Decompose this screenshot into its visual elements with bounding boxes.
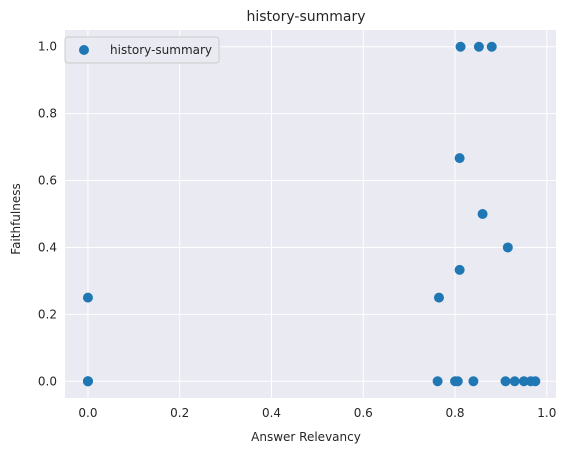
y-axis-label: Faithfulness (9, 183, 23, 254)
y-tick-label: 0.6 (38, 174, 57, 188)
legend-box (64, 36, 220, 64)
x-axis-label: Answer Relevancy (251, 430, 361, 444)
data-point (82, 292, 93, 303)
data-point (486, 41, 497, 52)
legend-label: history-summary (110, 43, 212, 57)
data-points (82, 41, 541, 387)
x-tick-label: 0.2 (170, 406, 189, 420)
x-tick-label: 1.0 (537, 406, 556, 420)
x-tick-label: 0.4 (262, 406, 281, 420)
y-tick-label: 0.8 (38, 107, 57, 121)
data-point (509, 376, 520, 387)
y-tick-label: 0.4 (38, 240, 57, 254)
plot-area (65, 30, 556, 398)
x-axis-ticks: 0.0 0.2 0.4 0.6 0.8 1.0 (78, 406, 556, 420)
x-tick-label: 0.0 (78, 406, 97, 420)
data-point (432, 376, 443, 387)
grid-lines (65, 30, 556, 398)
data-point (530, 376, 541, 387)
x-tick-label: 0.6 (354, 406, 373, 420)
data-point (455, 41, 466, 52)
legend-marker (79, 45, 89, 55)
data-point (473, 41, 484, 52)
data-point (454, 153, 465, 164)
data-point (500, 376, 511, 387)
chart-title: history-summary (246, 9, 365, 25)
y-tick-label: 1.0 (38, 40, 57, 54)
data-point (452, 376, 463, 387)
data-point (502, 242, 513, 253)
data-point (477, 209, 488, 219)
y-axis-ticks: 0.0 0.2 0.4 0.6 0.8 1.0 (38, 40, 57, 389)
data-point (518, 376, 529, 387)
data-point (82, 376, 93, 387)
data-point (433, 292, 444, 303)
y-tick-label: 0.0 (38, 374, 57, 388)
data-point (454, 264, 465, 275)
x-tick-label: 0.8 (445, 406, 464, 420)
data-point (468, 376, 479, 387)
legend: history-summary (64, 36, 220, 64)
y-tick-label: 0.2 (38, 307, 57, 321)
